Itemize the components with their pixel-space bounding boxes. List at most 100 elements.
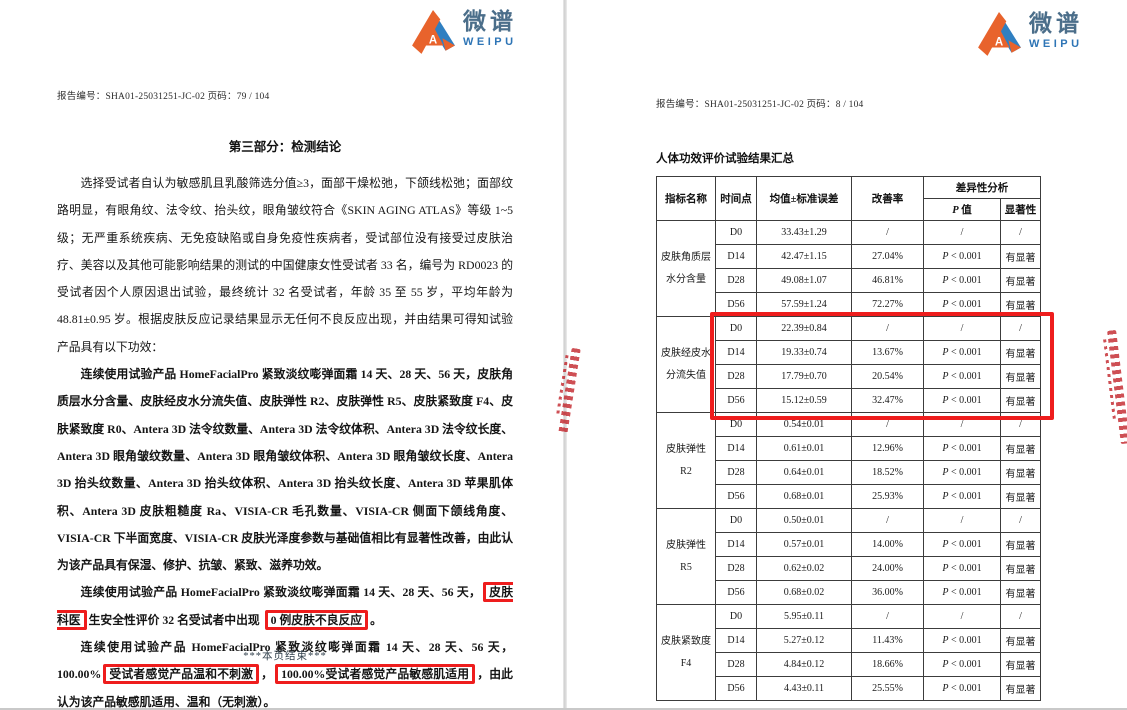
table-cell: 5.95±0.11 <box>756 604 852 629</box>
table-cell: 33.43±1.29 <box>756 220 852 245</box>
header-p-value: P 值 <box>923 198 1001 221</box>
table-cell: 36.00% <box>851 580 924 605</box>
table-cell: / <box>1000 316 1041 341</box>
table-cell: 20.54% <box>851 364 924 389</box>
table-cell: 4.84±0.12 <box>756 652 852 677</box>
table-cell: 46.81% <box>851 268 924 293</box>
logo-en-text: WEIPU <box>1029 38 1083 50</box>
table-cell: P < 0.001 <box>923 628 1001 653</box>
svg-text:A: A <box>995 36 1003 48</box>
table-row: D56 0.68±0.02 36.00% P < 0.001 有显著 <box>657 580 1041 605</box>
table-cell: 有显著 <box>1000 580 1041 605</box>
header-significance: 显著性 <box>1000 198 1041 221</box>
table-cell: D56 <box>715 484 757 509</box>
table-cell: 72.27% <box>851 292 924 317</box>
indicator-name-cell: 皮肤紧致度 F4 <box>656 604 716 701</box>
table-cell: / <box>923 220 1001 245</box>
table-cell: / <box>1000 604 1041 629</box>
header-time-point: 时间点 <box>715 176 757 221</box>
table-cell: P < 0.001 <box>923 388 1001 413</box>
table-cell: 有显著 <box>1000 628 1041 653</box>
indicator-name-cell: 皮肤弹性 R5 <box>656 508 716 605</box>
paragraph-segment: 连续使用试验产品 HomeFacialPro 紧致淡纹嘭弹面霜 14 天、28 … <box>57 367 513 573</box>
table-cell: D14 <box>715 244 757 269</box>
table-cell: 12.96% <box>851 436 924 461</box>
header-mean-se: 均值±标准误差 <box>756 176 852 221</box>
table-cell: 有显著 <box>1000 556 1041 581</box>
highlight-red-box-text: 0 例皮肤不良反应 <box>264 609 369 630</box>
table-cell: 25.93% <box>851 484 924 509</box>
table-cell: / <box>923 508 1001 533</box>
table-cell: P < 0.001 <box>923 436 1001 461</box>
paragraph-segment: ， <box>261 667 274 682</box>
indicator-name-cell: 皮肤经皮水 分流失值 <box>656 316 716 413</box>
table-cell: P < 0.001 <box>923 580 1001 605</box>
table-cell: D56 <box>715 292 757 317</box>
header-diff-analysis: 差异性分析 <box>923 176 1041 199</box>
table-row: D14 42.47±1.15 27.04% P < 0.001 有显著 <box>657 244 1041 269</box>
paragraph-segment: 选择受试者自认为敏感肌且乳酸筛选分值≥3，面部干燥松弛，下颌线松弛；面部纹路明显… <box>57 176 513 354</box>
table-cell: 有显著 <box>1000 292 1041 317</box>
table-cell: 18.66% <box>851 652 924 677</box>
indicator-name-cell: 皮肤弹性 R2 <box>656 412 716 509</box>
table-row: D28 4.84±0.12 18.66% P < 0.001 有显著 <box>657 652 1041 677</box>
table-row: D14 0.61±0.01 12.96% P < 0.001 有显著 <box>657 436 1041 461</box>
table-cell: 25.55% <box>851 676 924 701</box>
highlight-red-box-text: 受试者感觉产品温和不刺激 <box>103 664 260 685</box>
table-cell: P < 0.001 <box>923 268 1001 293</box>
table-cell: P < 0.001 <box>923 556 1001 581</box>
weipu-logo: A 微谱 WEIPU <box>411 10 517 56</box>
paragraph: 连续使用试验产品 HomeFacialPro 紧致淡纹嘭弹面霜 14 天、28 … <box>57 634 513 708</box>
table-cell: D28 <box>715 652 757 677</box>
table-cell: D28 <box>715 460 757 485</box>
table-cell: P < 0.001 <box>923 364 1001 389</box>
table-cell: 19.33±0.74 <box>756 340 852 365</box>
section-title: 人体功效评价试验结果汇总 <box>656 153 794 165</box>
header-indicator: 指标名称 <box>656 176 716 221</box>
table-cell: D28 <box>715 556 757 581</box>
table-cell: D14 <box>715 436 757 461</box>
weipu-logo-icon: A <box>978 12 1021 56</box>
highlight-red-box-text: 100.00%受试者感觉产品敏感肌适用 <box>275 664 476 685</box>
table-cell: / <box>851 316 924 341</box>
table-cell: P < 0.001 <box>923 484 1001 509</box>
table-cell: P < 0.001 <box>923 340 1001 365</box>
table-row: 皮肤弹性 R5 D0 0.50±0.01// / <box>656 508 1041 605</box>
page-end-marker: ***本页结束*** <box>243 651 327 662</box>
table-cell: D14 <box>715 532 757 557</box>
results-table: 指标名称 时间点 均值±标准误差 改善率 差异性分析 P 值 显著性 皮肤角质层… <box>656 176 1041 701</box>
report-number-line: 报告编号：SHA01-25031251-JC-02 页码：8 / 104 <box>656 100 864 110</box>
table-cell: D56 <box>715 388 757 413</box>
logo-zh-text: 微谱 <box>1029 10 1083 36</box>
table-cell: P < 0.001 <box>923 532 1001 557</box>
table-cell: 0.68±0.02 <box>756 580 852 605</box>
table-row: D28 49.08±1.07 46.81% P < 0.001 有显著 <box>657 268 1041 293</box>
table-row: 皮肤角质层 水分含量 D0 33.43±1.29// / <box>656 220 1041 317</box>
table-cell: D28 <box>715 364 757 389</box>
table-cell: 有显著 <box>1000 388 1041 413</box>
table-cell: P < 0.001 <box>923 460 1001 485</box>
table-row: 皮肤经皮水 分流失值 D0 22.39±0.84// / <box>656 316 1041 413</box>
svg-text:A: A <box>429 34 437 46</box>
table-cell: / <box>1000 220 1041 245</box>
table-cell: 42.47±1.15 <box>756 244 852 269</box>
table-cell: 17.79±0.70 <box>756 364 852 389</box>
table-cell: 有显著 <box>1000 268 1041 293</box>
table-cell: 有显著 <box>1000 676 1041 701</box>
table-cell: / <box>1000 412 1041 437</box>
results-table-body: 皮肤角质层 水分含量 D0 33.43±1.29// / D14 42.47±1.15 27.… <box>656 220 1041 701</box>
table-cell: D0 <box>715 604 757 629</box>
table-cell: / <box>851 220 924 245</box>
table-cell: 0.54±0.01 <box>756 412 852 437</box>
paragraph: 选择受试者自认为敏感肌且乳酸筛选分值≥3，面部干燥松弛，下颌线松弛；面部纹路明显… <box>57 170 513 361</box>
table-cell: 0.64±0.01 <box>756 460 852 485</box>
table-cell: 0.62±0.02 <box>756 556 852 581</box>
table-cell: D56 <box>715 580 757 605</box>
table-cell: 5.27±0.12 <box>756 628 852 653</box>
results-table-header: 指标名称 时间点 均值±标准误差 改善率 差异性分析 P 值 显著性 <box>656 176 1041 221</box>
table-cell: 32.47% <box>851 388 924 413</box>
page-title: 第三部分：检测结论 <box>228 140 342 154</box>
table-cell: 有显著 <box>1000 340 1041 365</box>
weipu-logo-icon: A <box>412 10 455 54</box>
table-cell: / <box>923 316 1001 341</box>
